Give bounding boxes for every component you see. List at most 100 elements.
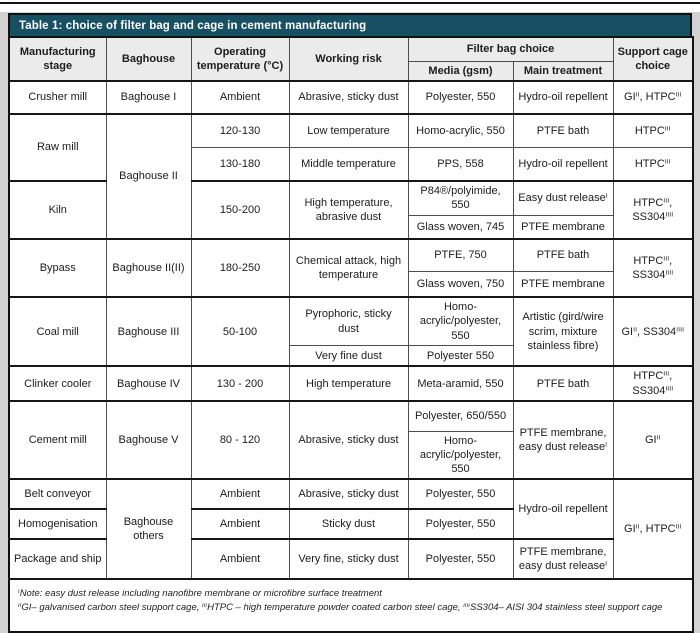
cell-temp: Ambient (190, 478, 290, 510)
cell-media: Glass woven, 750 (407, 270, 514, 298)
cell-risk: Abrasive, sticky dust (288, 400, 409, 480)
cell-risk: Abrasive, sticky dust (288, 80, 409, 115)
table-row: Bypass Baghouse II(II) 180-250 Chemical … (8, 238, 694, 298)
footnote-cell: ⁱNote: easy dust release including nanof… (8, 578, 694, 633)
cell-media: Polyester, 650/550 (407, 400, 514, 432)
cell-treatment: Hydro-oil repellent (512, 80, 614, 115)
cell-temp: Ambient (190, 538, 290, 580)
cell-stage: Raw mill (8, 113, 107, 182)
cell-baghouse: Baghouse IV (105, 365, 192, 402)
table-row: 130-180 Middle temperature PPS, 558 Hydr… (9, 146, 694, 182)
cell-treatment: PTFE membrane, easy dust releaseⁱ (512, 538, 614, 580)
col-header-filter-bag-choice: Filter bag choice (407, 36, 614, 62)
cell-risk: Sticky dust (288, 508, 409, 540)
cell-stage: Kiln (8, 179, 107, 240)
cell-media: Polyester, 550 (407, 80, 514, 115)
cell-media: Homo-acrylic, 550 (407, 113, 514, 148)
cell-media: PPS, 558 (407, 146, 514, 182)
cell-temp: Ambient (190, 80, 290, 115)
header-row-sub: Media (gsm) Main treatment (9, 60, 693, 82)
cell-temp: 130 - 200 (190, 365, 290, 402)
cell-stage: Package and ship (8, 538, 107, 580)
col-header-operating-temperature: Operating temperature (°C) (190, 36, 290, 82)
table-container: Table 1: choice of filter bag and cage i… (8, 13, 695, 633)
table-row: Raw mill Baghouse II 120-130 Low tempera… (8, 112, 694, 240)
cell-risk: High temperature (288, 365, 409, 402)
cell-media: Homo-acrylic/polyester, 550 (407, 296, 514, 346)
cell-temp: Ambient (190, 508, 290, 540)
cell-treatment: Artistic (gird/wire scrim, mixture stain… (512, 296, 614, 367)
col-header-manufacturing-stage: Manufacturing stage (8, 36, 107, 82)
table-row: Clinker cooler Baghouse IV 130 - 200 Hig… (8, 365, 694, 402)
cell-media: P84®/polyimide, 550 (407, 179, 514, 216)
cell-treatment: Hydro-oil repellent (512, 146, 614, 182)
cell-media: Polyester, 550 (407, 538, 514, 580)
cell-baghouse: Baghouse II(II) (105, 238, 192, 298)
table-row: Glass woven, 745 PTFE membrane (9, 214, 693, 240)
cell-baghouse: Baghouse V (105, 400, 192, 480)
cell-stage: Crusher mill (8, 80, 107, 115)
cell-baghouse: Baghouse others (105, 478, 192, 580)
cell-baghouse: Baghouse III (105, 296, 192, 367)
cell-media: Homo-acrylic/polyester, 550 (407, 430, 514, 480)
cell-risk: Middle temperature (288, 146, 409, 182)
table-title-bar: Table 1: choice of filter bag and cage i… (8, 13, 692, 36)
cell-treatment: PTFE bath (512, 238, 614, 272)
cell-baghouse: Baghouse I (105, 80, 192, 115)
footnote-line-2: ⁱⁱGI– galvanised carbon steel support ca… (18, 602, 663, 614)
cell-treatment: Hydro-oil repellent (512, 478, 614, 540)
cell-media: Polyester, 550 (407, 478, 514, 510)
cell-media: PTFE, 750 (407, 238, 514, 272)
cell-risk: Very fine dust (288, 344, 409, 367)
top-divider-rule (0, 2, 700, 4)
cell-cage: HTPCⁱⁱⁱ (612, 146, 694, 182)
footnote-line-1: ⁱNote: easy dust release including nanof… (18, 588, 382, 600)
col-header-working-risk: Working risk (288, 36, 409, 82)
cell-temp: 50-100 (190, 296, 290, 367)
cell-treatment: PTFE membrane (512, 270, 614, 298)
table-row: Cement mill Baghouse V 80 - 120 Abrasive… (8, 400, 694, 480)
table-row: Coal mill Baghouse III 50-100 Pyrophoric… (8, 296, 694, 367)
cell-temp: 180-250 (190, 238, 290, 298)
cell-cage: HTPCⁱⁱⁱ, SS304ⁱⁱⁱⁱ (612, 238, 694, 298)
col-header-support-cage-choice: Support cage choice (612, 36, 694, 82)
table-row: Kiln 150-200 High temperature, abrasive … (8, 179, 694, 240)
cell-risk: Chemical attack, high temperature (288, 238, 409, 298)
cell-risk: High temperature, abrasive dust (288, 179, 409, 240)
cell-media: Polyester 550 (407, 344, 514, 367)
cell-risk: Low temperature (288, 113, 409, 148)
cell-temp: 120-130 (190, 113, 290, 148)
col-header-main-treatment: Main treatment (512, 60, 614, 82)
cell-risk: Abrasive, sticky dust (288, 478, 409, 510)
cell-cage: GIⁱⁱ, SS304ⁱⁱⁱⁱ (612, 296, 694, 367)
cell-media: Polyester, 550 (407, 508, 514, 540)
cell-cage: HTPCⁱⁱⁱ (612, 113, 694, 148)
cell-cage: GIⁱⁱ, HTPCⁱⁱⁱ (612, 478, 694, 580)
cell-stage: Cement mill (8, 400, 107, 480)
table-row: Very fine dust Polyester 550 (9, 344, 693, 367)
cell-media: Glass woven, 745 (407, 214, 514, 240)
table-row: Crusher mill Baghouse I Ambient Abrasive… (8, 80, 694, 115)
table-header: Manufacturing stage Baghouse Operating t… (8, 36, 694, 82)
table-row: Belt conveyor Baghouse others Ambient Ab… (8, 478, 694, 580)
cell-stage: Clinker cooler (8, 365, 107, 402)
cell-stage: Homogenisation (8, 508, 107, 540)
cell-media: Meta-aramid, 550 (407, 365, 514, 402)
col-header-baghouse: Baghouse (105, 36, 192, 82)
header-row-top: Manufacturing stage Baghouse Operating t… (8, 36, 694, 82)
cell-stage: Bypass (8, 238, 107, 298)
filter-bag-cage-table: Manufacturing stage Baghouse Operating t… (8, 36, 695, 633)
col-header-media-gsm: Media (gsm) (407, 60, 514, 82)
cell-cage: HTPCⁱⁱⁱ, SS304ⁱⁱⁱⁱ (612, 179, 694, 240)
cell-treatment: PTFE bath (512, 365, 614, 402)
cell-risk: Very fine, sticky dust (288, 538, 409, 580)
cell-temp: 130-180 (190, 146, 290, 182)
cell-cage: GIⁱⁱ, HTPCⁱⁱⁱ (612, 80, 694, 115)
cell-stage: Coal mill (8, 296, 107, 367)
cell-temp: 80 - 120 (190, 400, 290, 480)
cell-stage: Belt conveyor (8, 478, 107, 510)
cell-treatment: PTFE membrane, easy dust releaseⁱ (512, 400, 614, 480)
cell-risk: Pyrophoric, sticky dust (288, 296, 409, 346)
cell-treatment: PTFE membrane (512, 214, 614, 240)
cell-cage: HTPCⁱⁱⁱ, SS304ⁱⁱⁱⁱ (612, 365, 694, 402)
